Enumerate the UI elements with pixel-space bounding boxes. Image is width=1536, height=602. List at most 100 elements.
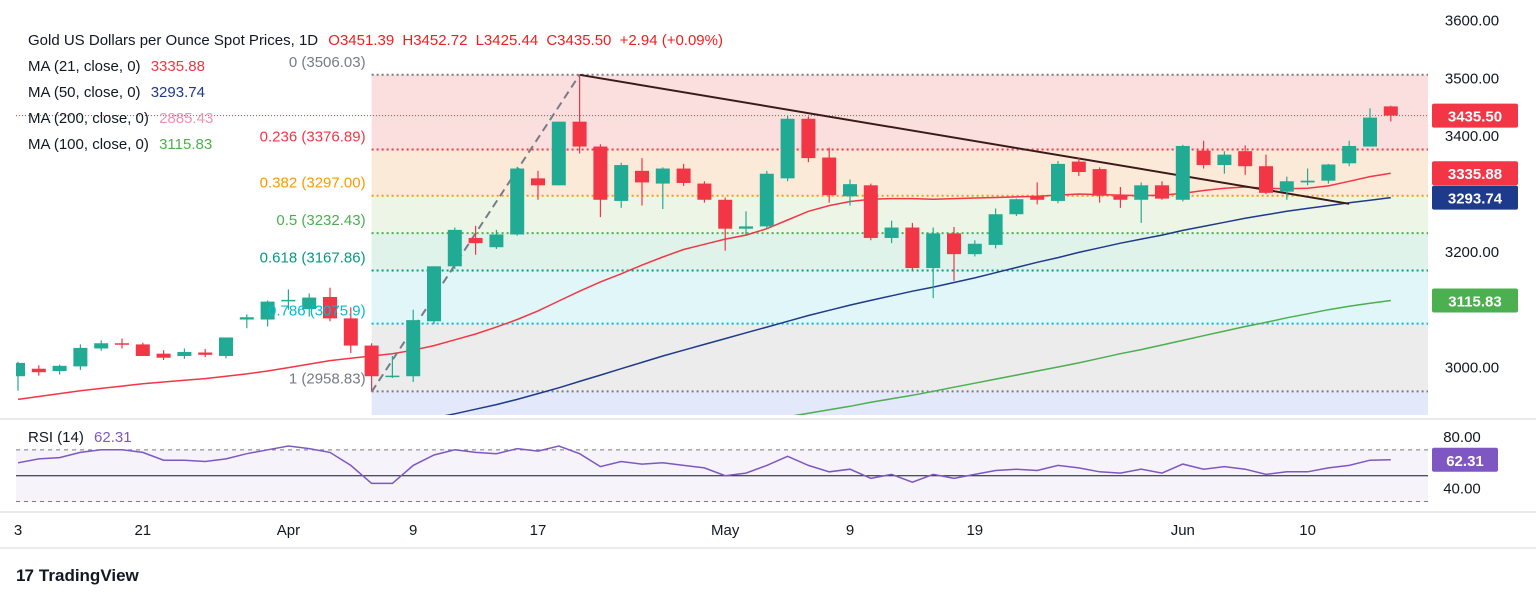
- candle: [1030, 182, 1045, 205]
- rsi-legend[interactable]: RSI (14) 62.31: [28, 429, 132, 446]
- candle: [1300, 168, 1315, 186]
- rsi-tick-label: 80.00: [1443, 429, 1481, 446]
- candle: [135, 342, 150, 356]
- ma21-value: 3335.88: [150, 58, 205, 75]
- fib-band-0.786: [371, 323, 1428, 392]
- ohlc-values: O3451.39 H3452.72 L3425.44 C3435.50 +2.9…: [328, 32, 727, 49]
- candle-body: [343, 318, 358, 346]
- price-badge: 3293.74: [1432, 185, 1518, 210]
- candle-body: [843, 184, 857, 197]
- candle-body: [1279, 181, 1294, 192]
- candle-body: [697, 183, 712, 200]
- candle: [1279, 176, 1294, 200]
- close-value: C3435.50: [546, 32, 612, 49]
- ma100-legend[interactable]: MA (100, close, 0) 3115.83: [28, 132, 727, 158]
- candle: [759, 170, 774, 229]
- ma21-legend[interactable]: MA (21, close, 0) 3335.88: [28, 54, 727, 80]
- candle-body: [73, 347, 88, 367]
- candle: [239, 314, 254, 329]
- price-pane: [16, 73, 1428, 415]
- candle-body: [593, 146, 608, 200]
- price-badge: 3435.50: [1432, 103, 1518, 128]
- ma50-line: [444, 196, 1391, 415]
- candle-body: [718, 199, 733, 229]
- candle-body: [510, 168, 525, 235]
- candle: [822, 147, 837, 203]
- fib-band-0.618: [371, 270, 1428, 324]
- candle-body: [1321, 164, 1336, 181]
- rsi-badge-text: 62.31: [1446, 453, 1484, 470]
- candle: [198, 349, 213, 358]
- symbol-row: Gold US Dollars per Ounce Spot Prices, 1…: [28, 28, 727, 54]
- time-tick-label: 9: [846, 522, 854, 539]
- price-badge-bg: [1432, 103, 1518, 128]
- candle-body: [16, 362, 25, 377]
- candle-body: [94, 343, 109, 349]
- price-badge-bg: [1432, 185, 1518, 210]
- candle-body: [1363, 117, 1377, 147]
- candle: [1175, 144, 1190, 202]
- candle-body: [1342, 145, 1357, 164]
- price-badge-text: 3115.83: [1448, 294, 1501, 311]
- candle: [447, 227, 462, 270]
- candle-body: [1238, 151, 1253, 167]
- candle: [926, 227, 941, 299]
- ma200-legend[interactable]: MA (200, close, 0) 2885.43: [28, 106, 727, 132]
- candle: [364, 343, 379, 391]
- candle-body: [635, 170, 649, 183]
- time-tick-label: 21: [134, 522, 151, 539]
- candle: [1051, 161, 1065, 204]
- ma50-legend[interactable]: MA (50, close, 0) 3293.74: [28, 80, 727, 106]
- ma200-value: 2885.43: [159, 110, 214, 127]
- candle: [489, 229, 504, 249]
- rsi-tick-label: 40.00: [1443, 481, 1481, 498]
- candle-body: [947, 233, 961, 255]
- candle-body: [427, 266, 441, 322]
- candle: [427, 266, 441, 325]
- price-badge-text: 3435.50: [1448, 109, 1502, 126]
- candle-body: [31, 368, 46, 373]
- ma100-line: [793, 299, 1391, 415]
- fib-band-1: [371, 391, 1428, 415]
- candle-body: [281, 299, 296, 302]
- tradingview-brand[interactable]: 17 TradingView: [16, 566, 139, 586]
- candle-body: [759, 173, 774, 227]
- candle-body: [1051, 163, 1065, 201]
- candle: [219, 337, 233, 359]
- candle: [1383, 105, 1398, 122]
- candle-body: [406, 320, 421, 377]
- candle-body: [135, 344, 150, 356]
- candle: [52, 364, 67, 375]
- ma21-label: MA (21, close, 0): [28, 58, 141, 75]
- rsi-badge-bg: [1432, 447, 1498, 472]
- candle-body: [177, 351, 192, 356]
- candle: [780, 115, 795, 182]
- time-tick-label: May: [711, 522, 740, 539]
- rsi-line: [17, 445, 1391, 485]
- candle: [635, 158, 649, 206]
- price-tick-label: 3600.00: [1445, 12, 1499, 29]
- candle-body: [863, 185, 878, 238]
- candle-body: [926, 233, 941, 269]
- fib-band-0.382: [371, 195, 1428, 234]
- ma100-label: MA (100, close, 0): [28, 136, 149, 153]
- candle-body: [385, 375, 400, 378]
- candle-body: [364, 345, 379, 377]
- candle: [697, 181, 712, 203]
- brand-name: TradingView: [38, 566, 139, 585]
- candle-body: [614, 165, 629, 201]
- ma100-value: 3115.83: [159, 136, 213, 153]
- high-value: H3452.72: [402, 32, 468, 49]
- price-badge: 3335.88: [1432, 161, 1518, 186]
- ma200-label: MA (200, close, 0): [28, 110, 149, 127]
- price-tick-label: 3000.00: [1445, 360, 1499, 377]
- candle: [510, 166, 525, 236]
- rsi-badge: 62.31: [1432, 447, 1498, 472]
- candle: [1321, 163, 1336, 184]
- candle-body: [489, 234, 504, 248]
- chart-legend: Gold US Dollars per Ounce Spot Prices, 1…: [28, 28, 727, 158]
- candle-body: [801, 118, 816, 159]
- candle: [967, 240, 982, 257]
- rsi-label: RSI (14): [28, 429, 84, 446]
